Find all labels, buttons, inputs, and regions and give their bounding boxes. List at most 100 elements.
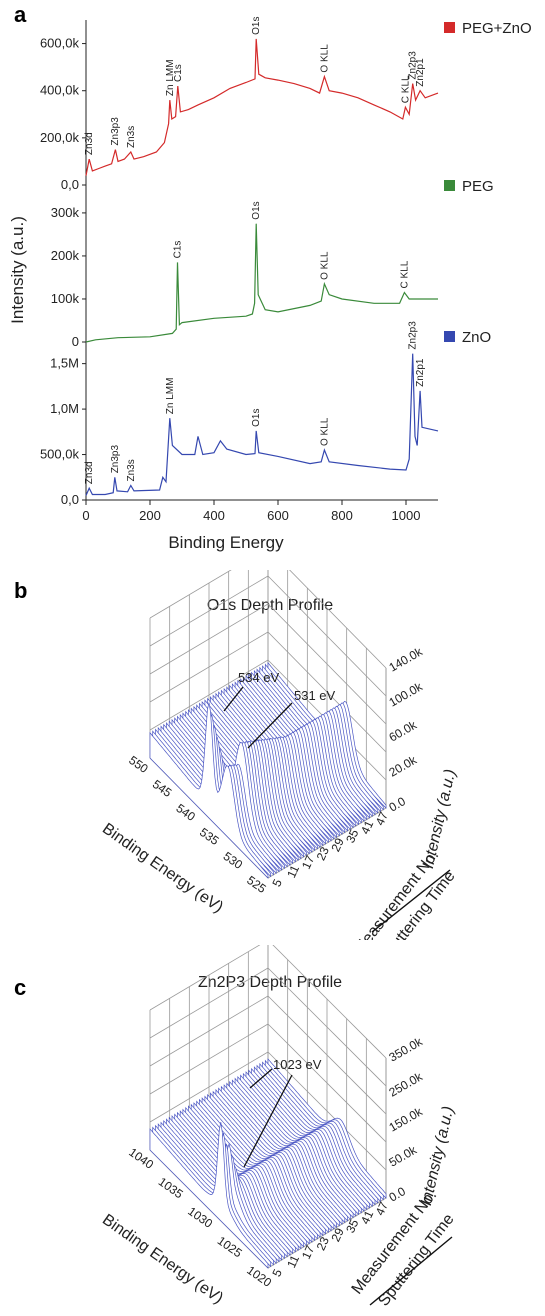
peak-label: O1s	[251, 409, 262, 427]
back-grid-line	[272, 945, 387, 1059]
spectrum-line-2	[85, 353, 439, 496]
y-tick-label: 0,0	[61, 492, 79, 507]
y-tick-label: 0	[72, 334, 79, 349]
z-tick-label: 150.0k	[387, 1104, 426, 1135]
peak-label: O1s	[251, 201, 262, 219]
annotation-534ev: 534 eV	[238, 670, 280, 685]
legend-swatch-peg-zno	[444, 22, 455, 33]
peak-label: Zn2p1	[415, 358, 426, 387]
back-grid-line	[267, 575, 387, 697]
x-tick-label: 550	[126, 753, 151, 776]
y-tick-label: 23	[314, 844, 332, 862]
y-tick-label: 1,0M	[50, 401, 79, 416]
survey-y-tick-labels: 0,0 200,0k 400,0k 600,0k 0 100k 200k 300k 0,0 500…	[40, 36, 86, 507]
arrow-1023ev-b	[243, 1074, 293, 1168]
z-tick-label: 100.0k	[387, 679, 426, 710]
arrow-531ev	[247, 702, 293, 749]
y-tick-label: 300k	[51, 205, 80, 220]
x-tick-label: 600	[267, 508, 289, 523]
y-tick-label: 200k	[51, 248, 80, 263]
x-tick-label: 800	[331, 508, 353, 523]
sputter-arrow-o1s	[371, 869, 451, 933]
peak-label: O KLL	[319, 251, 330, 280]
peak-label: Zn LMM	[165, 378, 176, 415]
peak-label: Zn3d	[84, 461, 95, 484]
sputter-arrow-zn2p3	[369, 1236, 453, 1306]
o1s-waterfall-spectra	[149, 661, 387, 879]
y-tick-label: 47	[373, 809, 391, 827]
z-tick-label: 0.0	[387, 794, 409, 815]
z-tick-label: 0.0	[387, 1184, 409, 1205]
z-tick-label: 250.0k	[387, 1069, 426, 1100]
y-tick-label: 1,5M	[50, 356, 79, 371]
x-tick-label: 530	[221, 849, 246, 872]
y-tick-label: 500,0k	[40, 447, 80, 462]
peak-label: Zn3d	[84, 132, 95, 155]
arrow-534ev	[223, 686, 244, 712]
x-tick-label: 545	[150, 777, 175, 800]
y-tick-label: 5	[269, 877, 285, 889]
depth-spectrum-line	[149, 702, 269, 879]
zn2p3-waterfall-spectra	[149, 1058, 387, 1269]
annotation-531ev: 531 eV	[294, 688, 336, 703]
legend-label-peg: PEG	[462, 178, 494, 195]
z-tick-label: 50.0k	[387, 1142, 420, 1169]
survey-x-tick-labels: 0 200 400 600 800 1000	[82, 500, 420, 523]
x-tick-label: 400	[203, 508, 225, 523]
y-tick-label: 29	[328, 836, 346, 854]
z-tick-label: 60.0k	[387, 717, 420, 744]
y-tick-label: 17	[299, 1243, 317, 1261]
peak-label: Zn LMM	[165, 59, 176, 96]
panel-label-c: c	[14, 975, 26, 1000]
z-tick-label: 20.0k	[387, 752, 420, 779]
y-tick-label: 200,0k	[40, 130, 80, 145]
legend-swatch-zno	[444, 331, 455, 342]
back-grid-line	[267, 1051, 387, 1171]
legend-label-peg-zno: PEG+ZnO	[462, 20, 532, 37]
peak-label: Zn2p3	[408, 51, 419, 80]
chart-title-zn2p3: Zn2P3 Depth Profile	[198, 974, 342, 991]
y-tick-label: 29	[328, 1226, 346, 1244]
x-tick-label: 540	[173, 801, 198, 824]
arrow-1023ev-a	[249, 1068, 273, 1089]
spectrum-line-0	[85, 38, 439, 176]
x-tick-label: 1000	[392, 508, 421, 523]
y-axis-line	[267, 807, 387, 879]
chart-title-o1s: O1s Depth Profile	[207, 597, 333, 614]
annotation-1023ev: 1023 eV	[273, 1057, 322, 1072]
survey-axes	[85, 20, 438, 501]
back-grid-line	[267, 603, 387, 725]
z-tick-label: 140.0k	[387, 644, 426, 675]
x-tick-label: 535	[197, 825, 222, 848]
peak-label: Zn3p3	[110, 445, 121, 474]
peak-label: C KLL	[399, 260, 410, 288]
peak-label: Zn2p3	[408, 321, 419, 350]
back-grid-line	[267, 1023, 387, 1143]
peak-label: O KLL	[319, 417, 330, 446]
panel-label-a: a	[14, 2, 27, 27]
peak-label: Zn2p1	[415, 58, 426, 87]
peak-label: O1s	[251, 17, 262, 35]
y-tick-label: 35	[343, 827, 361, 845]
y-tick-label: 11	[284, 1253, 302, 1271]
y-tick-label: 17	[299, 853, 317, 871]
back-grid-line	[267, 995, 387, 1115]
z-tick-label: 350.0k	[387, 1034, 426, 1065]
peak-label: Zn3s	[126, 459, 137, 481]
panel-c-zn2p3-depth-profile: c Zn2P3 Depth Profile 104010351030102510…	[14, 945, 458, 1310]
peak-label: C1s	[173, 64, 184, 82]
x-tick-label: 525	[244, 873, 269, 896]
y-tick-label: 41	[358, 818, 376, 836]
back-grid-line	[289, 570, 387, 669]
peak-label: Zn3s	[126, 126, 137, 148]
peak-label: Zn3p3	[110, 117, 121, 146]
legend-swatch-peg	[444, 180, 455, 191]
depth-spectrum-line	[149, 1122, 269, 1269]
back-grid-line	[267, 631, 387, 753]
y-tick-label: 41	[358, 1208, 376, 1226]
x-axis-title: Binding Energy	[168, 533, 284, 552]
panel-label-b: b	[14, 578, 27, 603]
y-tick-label: 100k	[51, 291, 80, 306]
y-tick-label: 11	[284, 863, 302, 881]
